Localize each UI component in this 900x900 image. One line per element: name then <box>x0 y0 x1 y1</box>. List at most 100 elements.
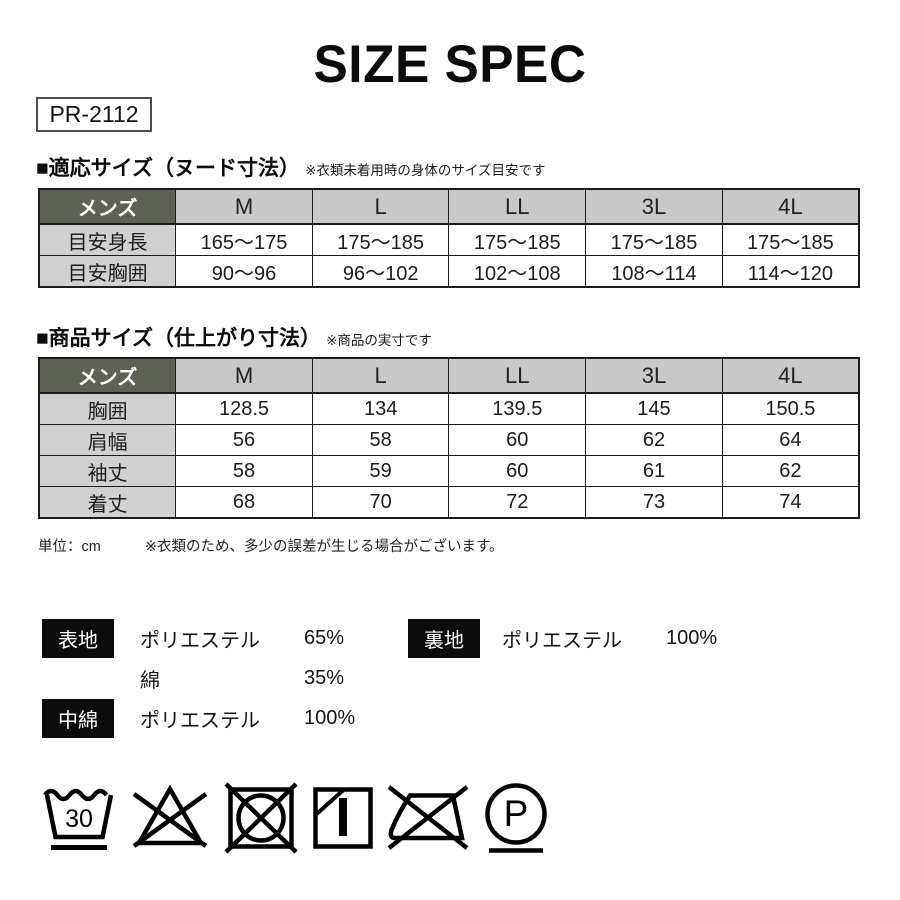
material-line: ポリエステル 65% <box>140 618 344 658</box>
row-label: 肩幅 <box>38 424 177 456</box>
size-value-cell: 139.5 <box>448 392 587 425</box>
row-label: 胸囲 <box>38 392 177 425</box>
table-row: 胸囲 128.5 134 139.5 145 150.5 <box>38 392 860 425</box>
size-value-cell: 70 <box>311 486 450 519</box>
product-code-box: PR-2112 <box>36 97 152 132</box>
material-percent: 35% <box>304 666 345 689</box>
row-label: 目安胸囲 <box>38 255 177 288</box>
material-name: ポリエステル <box>140 709 260 732</box>
size-value-cell: 175〜185 <box>448 223 587 256</box>
do-not-bleach-icon <box>132 784 208 848</box>
size-column-header: LL <box>448 357 587 394</box>
product-size-heading-note: ※商品の実寸です <box>326 333 432 348</box>
material-line: ポリエステル 100% <box>140 698 355 738</box>
size-value-cell: 73 <box>585 486 723 519</box>
product-code: PR-2112 <box>49 101 139 127</box>
wash-30-mild-icon: 30 <box>43 788 114 850</box>
size-value-cell: 175〜185 <box>311 223 450 256</box>
size-value-cell: 62 <box>721 455 860 487</box>
product-size-section-heading: ■商品サイズ（仕上がり寸法） ※商品の実寸です <box>36 322 432 352</box>
row-label: 目安身長 <box>38 223 177 256</box>
size-value-cell: 60 <box>448 455 587 487</box>
professional-dry-clean-p-mild-icon: P <box>485 783 547 853</box>
padding-composition: ポリエステル 100% <box>140 698 355 738</box>
product-size-table: メンズ M L LL 3L 4L 胸囲 128.5 134 139.5 145 150.5 肩幅 56 5… <box>38 357 860 519</box>
table-corner-header: メンズ <box>38 357 177 394</box>
product-size-header-row: メンズ M L LL 3L 4L <box>38 357 860 394</box>
do-not-iron-icon <box>387 785 469 850</box>
table-row: 袖丈 58 59 60 61 62 <box>38 455 860 487</box>
size-value-cell: 62 <box>585 424 723 456</box>
page-title: SIZE SPEC <box>313 35 587 94</box>
table-corner-header: メンズ <box>38 188 177 225</box>
table-footnote: 単位：cm ※衣類のため、多少の誤差が生じる場合がございます。 <box>38 535 504 556</box>
size-column-header: LL <box>448 188 587 225</box>
outer-fabric-badge: 表地 <box>42 619 114 658</box>
table-row: 着丈 68 70 72 73 74 <box>38 486 860 519</box>
unit-note: 単位：cm <box>38 539 101 555</box>
size-value-cell: 150.5 <box>721 392 860 425</box>
size-value-cell: 60 <box>448 424 587 456</box>
padding-badge: 中綿 <box>42 699 114 738</box>
material-percent: 65% <box>304 626 345 649</box>
tolerance-note: ※衣類のため、多少の誤差が生じる場合がございます。 <box>144 539 504 555</box>
size-value-cell: 58 <box>175 455 313 487</box>
size-column-header: 3L <box>585 357 723 394</box>
size-value-cell: 102〜108 <box>448 255 587 288</box>
table-row: 目安胸囲 90〜96 96〜102 102〜108 108〜114 114〜120 <box>38 255 860 288</box>
lining-badge: 裏地 <box>408 619 480 658</box>
size-value-cell: 90〜96 <box>175 255 313 288</box>
nude-size-header-row: メンズ M L LL 3L 4L <box>38 188 860 225</box>
material-percent: 100% <box>666 626 718 649</box>
material-name: ポリエステル <box>502 629 622 652</box>
size-value-cell: 134 <box>311 392 450 425</box>
size-value-cell: 175〜185 <box>585 223 723 256</box>
size-value-cell: 128.5 <box>175 392 313 425</box>
size-value-cell: 56 <box>175 424 313 456</box>
table-row: 目安身長 165〜175 175〜185 175〜185 175〜185 175〜185 <box>38 223 860 256</box>
size-value-cell: 64 <box>721 424 860 456</box>
row-label: 着丈 <box>38 486 177 519</box>
size-value-cell: 175〜185 <box>721 223 860 256</box>
size-value-cell: 72 <box>448 486 587 519</box>
size-value-cell: 68 <box>175 486 313 519</box>
care-symbols-row: 30 P <box>40 782 551 854</box>
lining-composition: ポリエステル 100% <box>502 618 717 658</box>
material-line: ポリエステル 100% <box>502 618 717 658</box>
size-value-cell: 61 <box>585 455 723 487</box>
size-column-header: L <box>311 188 450 225</box>
product-size-heading-text: ■商品サイズ（仕上がり寸法） <box>36 327 322 350</box>
size-value-cell: 74 <box>721 486 860 519</box>
nude-size-heading-note: ※衣類未着用時の身体のサイズ目安です <box>305 163 546 178</box>
size-value-cell: 114〜120 <box>721 255 860 288</box>
size-column-header: 3L <box>585 188 723 225</box>
size-column-header: M <box>175 357 313 394</box>
size-value-cell: 96〜102 <box>311 255 450 288</box>
do-not-tumble-dry-icon <box>224 782 298 854</box>
dry-clean-letter-label: P <box>504 793 529 834</box>
size-value-cell: 145 <box>585 392 723 425</box>
wash-temperature-label: 30 <box>65 805 93 833</box>
nude-size-section-heading: ■適応サイズ（ヌード寸法） ※衣類未着用時の身体のサイズ目安です <box>36 152 545 182</box>
line-dry-in-shade-icon <box>313 787 373 849</box>
material-percent: 100% <box>304 706 356 729</box>
lining-badge-label: 裏地 <box>424 630 464 652</box>
outer-fabric-composition: ポリエステル 65% 綿 35% <box>140 618 344 698</box>
outer-fabric-badge-label: 表地 <box>58 630 98 652</box>
size-value-cell: 165〜175 <box>175 223 313 256</box>
size-column-header: 4L <box>721 188 860 225</box>
size-value-cell: 58 <box>311 424 450 456</box>
material-line: 綿 35% <box>140 658 344 698</box>
size-value-cell: 59 <box>311 455 450 487</box>
nude-size-table: メンズ M L LL 3L 4L 目安身長 165〜175 175〜185 175〜185 175… <box>38 188 860 288</box>
padding-badge-label: 中綿 <box>58 710 98 732</box>
size-column-header: L <box>311 357 450 394</box>
size-column-header: M <box>175 188 313 225</box>
table-row: 肩幅 56 58 60 62 64 <box>38 424 860 456</box>
size-value-cell: 108〜114 <box>585 255 723 288</box>
size-column-header: 4L <box>721 357 860 394</box>
nude-size-heading-text: ■適応サイズ（ヌード寸法） <box>36 157 301 180</box>
material-name: 綿 <box>140 669 160 692</box>
row-label: 袖丈 <box>38 455 177 487</box>
